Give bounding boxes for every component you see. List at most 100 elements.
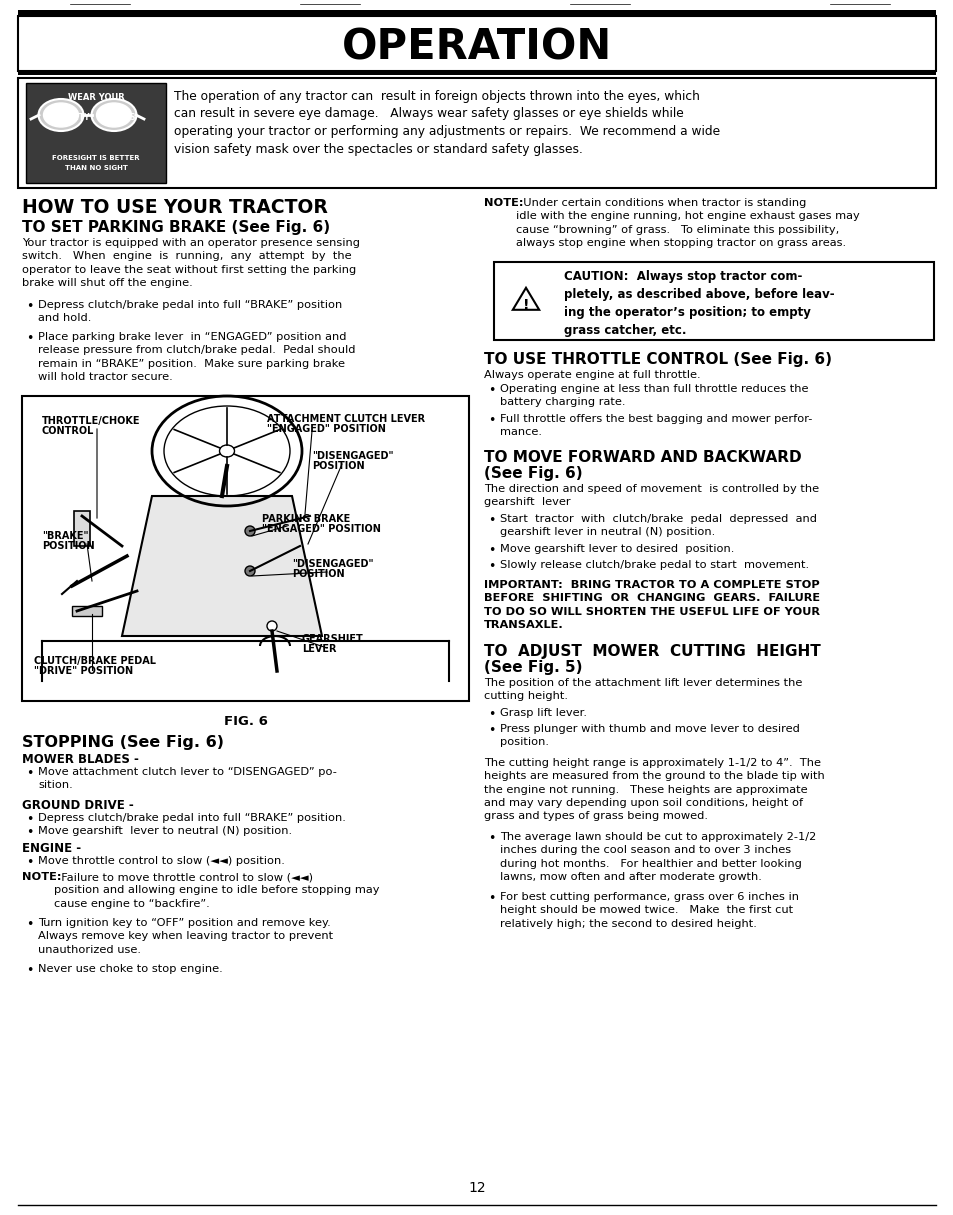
Text: FORESIGHT IS BETTER: FORESIGHT IS BETTER: [52, 156, 140, 162]
Circle shape: [245, 526, 254, 536]
Text: •: •: [26, 767, 33, 780]
Text: SAFETY   GLASSES: SAFETY GLASSES: [57, 113, 135, 122]
Text: CAUTION:  Always stop tractor com-
pletely, as described above, before leav-
ing: CAUTION: Always stop tractor com- pletel…: [563, 270, 834, 337]
Text: "DRIVE" POSITION: "DRIVE" POSITION: [34, 666, 133, 676]
Text: NOTE:: NOTE:: [22, 872, 61, 882]
Text: Failure to move throttle control to slow (◄◄)
position and allowing engine to id: Failure to move throttle control to slow…: [54, 872, 379, 909]
Text: Full throttle offers the best bagging and mower perfor-
mance.: Full throttle offers the best bagging an…: [499, 414, 812, 437]
Text: MOWER BLADES -: MOWER BLADES -: [22, 753, 139, 765]
Text: STOPPING (See Fig. 6): STOPPING (See Fig. 6): [22, 735, 224, 750]
Text: Grasp lift lever.: Grasp lift lever.: [499, 708, 586, 718]
Text: •: •: [26, 963, 33, 977]
Text: "ENGAGED" POSITION: "ENGAGED" POSITION: [267, 424, 385, 434]
Text: GROUND DRIVE -: GROUND DRIVE -: [22, 799, 133, 812]
Text: •: •: [26, 826, 33, 840]
Text: LEVER: LEVER: [302, 644, 336, 654]
Text: POSITION: POSITION: [312, 460, 364, 471]
Text: TO  ADJUST  MOWER  CUTTING  HEIGHT: TO ADJUST MOWER CUTTING HEIGHT: [483, 644, 820, 659]
Text: •: •: [26, 857, 33, 869]
Text: Slowly release clutch/brake pedal to start  movement.: Slowly release clutch/brake pedal to sta…: [499, 560, 808, 570]
Text: Always operate engine at full throttle.: Always operate engine at full throttle.: [483, 371, 700, 380]
Text: •: •: [26, 300, 33, 313]
Text: NOTE:: NOTE:: [483, 198, 523, 208]
Text: IMPORTANT:  BRING TRACTOR TO A COMPLETE STOP
BEFORE  SHIFTING  OR  CHANGING  GEA: IMPORTANT: BRING TRACTOR TO A COMPLETE S…: [483, 580, 820, 631]
Text: PARKING BRAKE: PARKING BRAKE: [262, 514, 350, 524]
Text: Move throttle control to slow (◄◄) position.: Move throttle control to slow (◄◄) posit…: [38, 857, 285, 866]
Text: •: •: [26, 813, 33, 826]
Text: Move attachment clutch lever to “DISENGAGED” po-
sition.: Move attachment clutch lever to “DISENGA…: [38, 767, 336, 791]
Bar: [18, 78, 935, 188]
Text: •: •: [488, 384, 495, 397]
Polygon shape: [122, 496, 322, 635]
Text: •: •: [488, 832, 495, 844]
Text: TO MOVE FORWARD AND BACKWARD: TO MOVE FORWARD AND BACKWARD: [483, 450, 801, 465]
Text: ATTACHMENT CLUTCH LEVER: ATTACHMENT CLUTCH LEVER: [267, 414, 425, 424]
Bar: [18, 16, 935, 70]
Bar: [22, 396, 469, 701]
Text: POSITION: POSITION: [42, 541, 94, 550]
Text: •: •: [488, 414, 495, 426]
Text: Start  tractor  with  clutch/brake  pedal  depressed  and
gearshift lever in neu: Start tractor with clutch/brake pedal de…: [499, 514, 816, 537]
Text: •: •: [488, 892, 495, 905]
Text: GEARSHIFT: GEARSHIFT: [302, 634, 363, 644]
Text: POSITION: POSITION: [292, 569, 344, 580]
Bar: [74, 512, 90, 546]
Text: ENGINE -: ENGINE -: [22, 842, 81, 855]
Text: Place parking brake lever  in “ENGAGED” position and
release pressure from clutc: Place parking brake lever in “ENGAGED” p…: [38, 332, 355, 382]
Ellipse shape: [91, 98, 136, 131]
Text: Turn ignition key to “OFF” position and remove key.
Always remove key when leavi: Turn ignition key to “OFF” position and …: [38, 919, 333, 955]
Bar: [18, 10, 935, 16]
Text: (See Fig. 6): (See Fig. 6): [483, 467, 582, 481]
Text: WEAR YOUR: WEAR YOUR: [68, 94, 124, 102]
Text: •: •: [488, 514, 495, 527]
Text: "BRAKE": "BRAKE": [42, 531, 89, 541]
Circle shape: [245, 566, 254, 576]
Text: Never use choke to stop engine.: Never use choke to stop engine.: [38, 963, 222, 974]
Text: •: •: [488, 560, 495, 573]
Ellipse shape: [44, 103, 78, 128]
Text: Depress clutch/brake pedal into full “BRAKE” position.: Depress clutch/brake pedal into full “BR…: [38, 813, 346, 823]
Text: •: •: [488, 724, 495, 738]
Bar: [18, 70, 935, 75]
Text: THROTTLE/CHOKE: THROTTLE/CHOKE: [42, 416, 140, 426]
Text: Depress clutch/brake pedal into full “BRAKE” position
and hold.: Depress clutch/brake pedal into full “BR…: [38, 300, 342, 323]
Text: •: •: [26, 332, 33, 345]
Text: Move gearshift lever to desired  position.: Move gearshift lever to desired position…: [499, 544, 734, 554]
Bar: [494, 262, 933, 340]
Ellipse shape: [38, 98, 84, 131]
Text: THAN NO SIGHT: THAN NO SIGHT: [65, 165, 128, 171]
Text: The average lawn should be cut to approximately 2-1/2
inches during the cool sea: The average lawn should be cut to approx…: [499, 832, 816, 882]
Text: OPERATION: OPERATION: [341, 27, 612, 69]
Bar: [71, 606, 102, 616]
Text: CLUTCH/BRAKE PEDAL: CLUTCH/BRAKE PEDAL: [34, 656, 156, 666]
Text: Your tractor is equipped with an operator presence sensing
switch.   When  engin: Your tractor is equipped with an operato…: [22, 238, 359, 288]
Text: (See Fig. 5): (See Fig. 5): [483, 660, 582, 676]
Text: 12: 12: [468, 1181, 485, 1196]
Text: "ENGAGED" POSITION: "ENGAGED" POSITION: [262, 524, 380, 535]
Text: "DISENGAGED": "DISENGAGED": [292, 559, 374, 569]
Text: !: !: [522, 298, 529, 312]
Text: The position of the attachment lift lever determines the
cutting height.: The position of the attachment lift leve…: [483, 678, 801, 701]
Text: For best cutting performance, grass over 6 inches in
height should be mowed twic: For best cutting performance, grass over…: [499, 892, 799, 928]
Text: FIG. 6: FIG. 6: [223, 714, 267, 728]
Bar: [26, 83, 166, 183]
Text: •: •: [488, 708, 495, 720]
Text: HOW TO USE YOUR TRACTOR: HOW TO USE YOUR TRACTOR: [22, 198, 328, 217]
Text: TO USE THROTTLE CONTROL (See Fig. 6): TO USE THROTTLE CONTROL (See Fig. 6): [483, 352, 831, 367]
Ellipse shape: [96, 103, 132, 128]
Text: •: •: [488, 544, 495, 556]
Text: Operating engine at less than full throttle reduces the
battery charging rate.: Operating engine at less than full throt…: [499, 384, 807, 407]
Text: The operation of any tractor can  result in foreign objects thrown into the eyes: The operation of any tractor can result …: [173, 90, 720, 156]
Text: •: •: [26, 919, 33, 931]
Text: TO SET PARKING BRAKE (See Fig. 6): TO SET PARKING BRAKE (See Fig. 6): [22, 220, 330, 234]
Text: CONTROL: CONTROL: [42, 426, 94, 436]
Text: Press plunger with thumb and move lever to desired
position.: Press plunger with thumb and move lever …: [499, 724, 799, 747]
Text: Move gearshift  lever to neutral (N) position.: Move gearshift lever to neutral (N) posi…: [38, 826, 292, 836]
Ellipse shape: [219, 445, 234, 457]
Polygon shape: [513, 288, 538, 310]
Circle shape: [267, 621, 276, 631]
Text: The direction and speed of movement  is controlled by the
gearshift  lever: The direction and speed of movement is c…: [483, 484, 819, 508]
Text: "DISENGAGED": "DISENGAGED": [312, 451, 393, 460]
Text: The cutting height range is approximately 1-1/2 to 4”.  The
heights are measured: The cutting height range is approximatel…: [483, 758, 824, 821]
Text: Under certain conditions when tractor is standing
idle with the engine running, : Under certain conditions when tractor is…: [516, 198, 859, 248]
